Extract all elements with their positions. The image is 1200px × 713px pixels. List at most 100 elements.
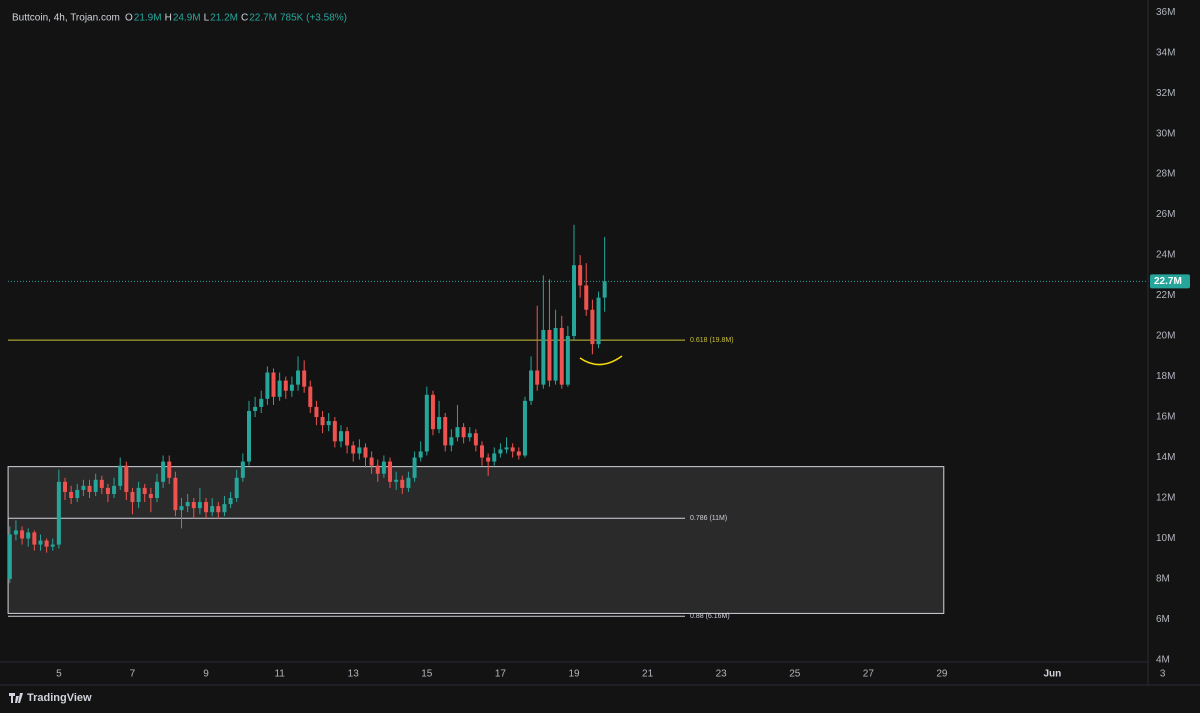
zone-box bbox=[7, 466, 945, 614]
x-tick-label: 13 bbox=[348, 669, 360, 680]
candle-body bbox=[572, 265, 576, 337]
candle-body bbox=[69, 491, 74, 499]
candle-body bbox=[50, 544, 55, 547]
candle-body bbox=[308, 386, 313, 407]
candle-body bbox=[234, 477, 239, 499]
candle-body bbox=[179, 506, 184, 511]
branding: TradingView bbox=[9, 692, 92, 704]
candle-body bbox=[437, 417, 442, 430]
candle-body bbox=[467, 433, 472, 438]
candle-body bbox=[351, 445, 356, 454]
candle-body bbox=[136, 487, 141, 503]
candle-body bbox=[155, 481, 160, 499]
x-tick-label: 3 bbox=[1160, 669, 1166, 680]
candle-body bbox=[161, 461, 166, 482]
plot bbox=[7, 224, 1148, 584]
x-tick-label: 17 bbox=[495, 669, 507, 680]
y-tick-label: 36M bbox=[1156, 7, 1175, 18]
fib-label: 0.786 (11M) bbox=[690, 515, 727, 522]
candle-body bbox=[424, 394, 429, 452]
symbol-title: Buttcoin, 4h, Trojan.com bbox=[12, 13, 120, 24]
candle-body bbox=[412, 457, 417, 478]
candle-body bbox=[87, 485, 92, 492]
candle-body bbox=[13, 530, 18, 535]
candle-body bbox=[259, 398, 264, 407]
candle-body bbox=[93, 479, 98, 492]
candle-body bbox=[197, 502, 202, 509]
y-tick-label: 32M bbox=[1156, 88, 1175, 99]
candle-body bbox=[363, 447, 368, 458]
ohlc-header: O 21.9M H 24.9M L 21.2M C 22.7M 785K (+3.58%) bbox=[125, 13, 347, 24]
candle-body bbox=[553, 327, 558, 381]
ohlc-value: 24.9M bbox=[173, 13, 201, 24]
zone-layer: 0.618 (19.8M) 0.786 (11M) 0.88 (6.16M) bbox=[7, 337, 945, 620]
y-tick-label: 12M bbox=[1156, 493, 1175, 504]
candle-body bbox=[375, 465, 380, 474]
x-tick-label: 15 bbox=[421, 669, 433, 680]
candle-body bbox=[124, 465, 129, 492]
x-tick-label: 23 bbox=[716, 669, 728, 680]
candle-body bbox=[602, 281, 607, 298]
candle-body bbox=[320, 417, 325, 426]
candle-body bbox=[461, 427, 466, 438]
annotation-arc bbox=[579, 355, 623, 366]
candle-body bbox=[118, 465, 123, 486]
ohlc-value: 21.2M bbox=[210, 13, 238, 24]
candle-body bbox=[455, 427, 460, 438]
candle-body bbox=[228, 498, 233, 505]
candle-body bbox=[38, 540, 43, 545]
x-tick-label: 27 bbox=[863, 669, 875, 680]
candle-body bbox=[81, 485, 86, 490]
candle-body bbox=[406, 477, 411, 488]
candle-body bbox=[326, 421, 331, 426]
ohlc-name: L bbox=[204, 13, 210, 24]
x-tick-label: 29 bbox=[936, 669, 948, 680]
candle-body bbox=[289, 384, 294, 391]
ohlc-value: 21.9M bbox=[134, 13, 162, 24]
y-tick-label: 22M bbox=[1156, 290, 1175, 301]
y-tick-label: 16M bbox=[1156, 412, 1175, 423]
y-tick-label: 6M bbox=[1156, 614, 1170, 625]
candle-body bbox=[529, 370, 534, 401]
candle-body bbox=[112, 485, 117, 494]
logo bbox=[9, 693, 23, 703]
candle-body bbox=[283, 380, 288, 391]
y-tick-label: 30M bbox=[1156, 128, 1175, 139]
candle-body bbox=[516, 451, 521, 456]
candle-body bbox=[173, 477, 178, 511]
candle-body bbox=[99, 479, 104, 488]
candle-body bbox=[547, 329, 552, 381]
candle-body bbox=[63, 481, 68, 492]
candle-body bbox=[522, 400, 527, 456]
candle-body bbox=[565, 336, 570, 385]
candle-body bbox=[345, 431, 350, 446]
y-tick-label: 18M bbox=[1156, 371, 1175, 382]
candle-body bbox=[369, 457, 374, 466]
candle-body bbox=[332, 421, 337, 442]
x-tick-label: 19 bbox=[568, 669, 580, 680]
fib-label: 0.618 (19.8M) bbox=[690, 337, 734, 344]
candle-body bbox=[449, 437, 454, 446]
candle-body bbox=[32, 532, 37, 545]
candle-body bbox=[504, 447, 509, 450]
candle-body bbox=[142, 487, 147, 494]
candle-body bbox=[578, 265, 583, 286]
candle-body bbox=[314, 406, 319, 418]
candle-body bbox=[381, 461, 386, 474]
ohlc-value: 22.7M bbox=[249, 13, 277, 24]
candle-body bbox=[590, 309, 595, 345]
candle-body bbox=[535, 370, 540, 385]
fib-label: 0.88 (6.16M) bbox=[690, 613, 730, 620]
ohlc-change: 785K (+3.58%) bbox=[280, 13, 347, 24]
candle-body bbox=[498, 449, 503, 454]
candle-body bbox=[430, 394, 435, 430]
candle-body bbox=[216, 506, 221, 513]
candle-body bbox=[277, 380, 282, 397]
candle-body bbox=[473, 433, 478, 446]
candle-body bbox=[44, 540, 49, 547]
last-price-label: 22.7M bbox=[1154, 276, 1182, 287]
candle-body bbox=[253, 406, 258, 411]
candle-body bbox=[357, 447, 362, 454]
y-tick-label: 24M bbox=[1156, 250, 1175, 261]
